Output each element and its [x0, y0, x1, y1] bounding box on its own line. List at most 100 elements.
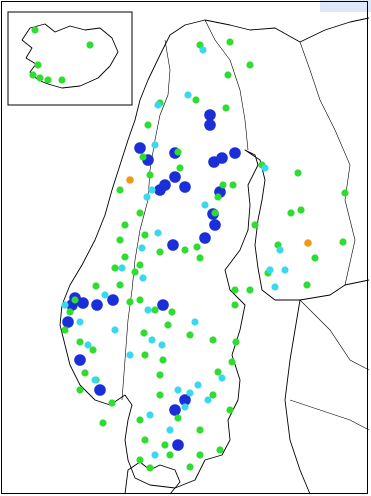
green-marker: [311, 254, 319, 262]
blue-marker: [172, 439, 184, 451]
green-marker: [156, 371, 164, 379]
blue-marker: [208, 156, 220, 168]
cyan-marker: [174, 386, 182, 394]
green-marker: [136, 296, 144, 304]
finland-russia-border: [299, 41, 356, 286]
green-marker: [214, 193, 222, 201]
green-marker: [181, 246, 189, 254]
green-marker: [144, 121, 152, 129]
green-marker: [99, 419, 107, 427]
green-marker: [29, 71, 37, 79]
blue-marker: [209, 219, 221, 231]
blue-marker: [159, 179, 171, 191]
blue-marker: [91, 299, 103, 311]
cyan-marker: [276, 246, 284, 254]
cyan-marker: [91, 376, 99, 384]
cyan-marker: [271, 283, 279, 291]
cyan-marker: [111, 326, 119, 334]
denmark-coast: [124, 461, 181, 495]
inset-frame: [7, 11, 133, 106]
green-marker: [341, 189, 349, 197]
cyan-marker: [139, 274, 147, 282]
cyan-marker: [201, 201, 209, 209]
green-marker: [159, 356, 167, 364]
cyan-marker: [158, 341, 166, 349]
green-marker: [166, 451, 174, 459]
green-marker: [136, 261, 144, 269]
green-marker: [146, 171, 154, 179]
cyan-marker: [199, 46, 207, 54]
blue-marker: [94, 384, 106, 396]
orange-marker: [126, 176, 134, 184]
cyan-marker: [148, 186, 156, 194]
cyan-marker: [186, 389, 194, 397]
green-marker: [116, 186, 124, 194]
cyan-marker: [266, 266, 274, 274]
green-marker: [297, 206, 305, 214]
cyan-marker: [191, 318, 199, 326]
green-marker: [141, 436, 149, 444]
blue-marker: [204, 119, 216, 131]
cyan-marker: [184, 91, 192, 99]
green-marker: [58, 76, 66, 84]
blue-marker: [199, 232, 211, 244]
cyan-marker: [118, 264, 126, 272]
cyan-marker: [84, 341, 92, 349]
green-marker: [232, 338, 240, 346]
cyan-marker: [144, 306, 152, 314]
blue-marker: [204, 109, 216, 121]
cyan-marker: [194, 381, 202, 389]
blue-marker: [167, 239, 179, 251]
green-marker: [139, 153, 147, 161]
green-marker: [193, 243, 201, 251]
green-marker: [174, 148, 182, 156]
cyan-marker: [181, 403, 189, 411]
cyan-marker: [148, 336, 156, 344]
green-marker: [151, 306, 159, 314]
green-marker: [294, 169, 302, 177]
iceland-coast: [21, 23, 119, 89]
green-marker: [121, 253, 129, 261]
north-coast: [204, 17, 370, 43]
green-marker: [76, 338, 84, 346]
green-marker: [339, 238, 347, 246]
green-marker: [116, 281, 124, 289]
green-marker: [34, 61, 42, 69]
green-marker: [246, 61, 254, 69]
green-marker: [228, 358, 236, 366]
orange-marker: [304, 239, 312, 247]
green-marker: [31, 26, 39, 34]
blue-marker: [107, 294, 119, 306]
green-marker: [164, 321, 172, 329]
green-marker: [131, 268, 139, 276]
green-marker: [61, 326, 69, 334]
green-marker: [156, 391, 164, 399]
green-marker: [116, 236, 124, 244]
green-marker: [192, 96, 200, 104]
green-marker: [222, 104, 230, 112]
green-marker: [136, 456, 144, 464]
blue-marker: [62, 316, 74, 328]
green-marker: [76, 386, 84, 394]
green-marker: [81, 369, 89, 377]
corner-tab: [320, 0, 371, 12]
green-marker: [141, 231, 149, 239]
cyan-marker: [151, 141, 159, 149]
sweden-finland-border: [204, 19, 249, 151]
green-marker: [36, 74, 44, 82]
green-marker: [216, 446, 224, 454]
green-marker: [226, 406, 234, 414]
cyan-marker: [204, 396, 212, 404]
blue-marker: [134, 142, 146, 154]
green-marker: [140, 329, 148, 337]
cyan-marker: [126, 351, 134, 359]
green-marker: [71, 296, 79, 304]
green-marker: [246, 286, 254, 294]
station-markers: [29, 26, 349, 472]
green-marker: [176, 164, 184, 172]
cyan-marker: [146, 411, 154, 419]
cyan-marker: [151, 451, 159, 459]
green-marker: [66, 308, 74, 316]
